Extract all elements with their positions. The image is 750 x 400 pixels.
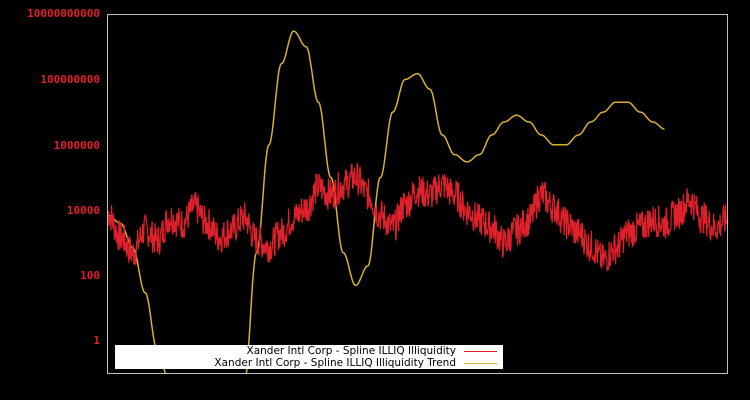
legend-label: Xander Intl Corp - Spline ILLIQ Illiquid… (246, 345, 457, 357)
y-tick-label: 1000000 (53, 139, 100, 152)
legend-swatch-red (464, 350, 497, 352)
illiq-series-line (108, 162, 727, 272)
y-tick-label: 10000000000 (27, 7, 100, 20)
legend: Xander Intl Corp - Spline ILLIQ Illiquid… (115, 345, 503, 369)
y-tick-label: 100000000 (40, 73, 100, 86)
trend-series-line (108, 30, 665, 373)
y-tick-label: 100 (80, 269, 100, 282)
y-tick-label: 10000 (66, 204, 100, 217)
legend-label: Xander Intl Corp - Spline ILLIQ Illiquid… (214, 357, 456, 369)
y-tick-label: 1 (93, 334, 100, 347)
legend-swatch-yellow (464, 362, 497, 364)
legend-item-trend: Xander Intl Corp - Spline ILLIQ Illiquid… (214, 357, 497, 369)
legend-item-illiq: Xander Intl Corp - Spline ILLIQ Illiquid… (246, 345, 497, 357)
